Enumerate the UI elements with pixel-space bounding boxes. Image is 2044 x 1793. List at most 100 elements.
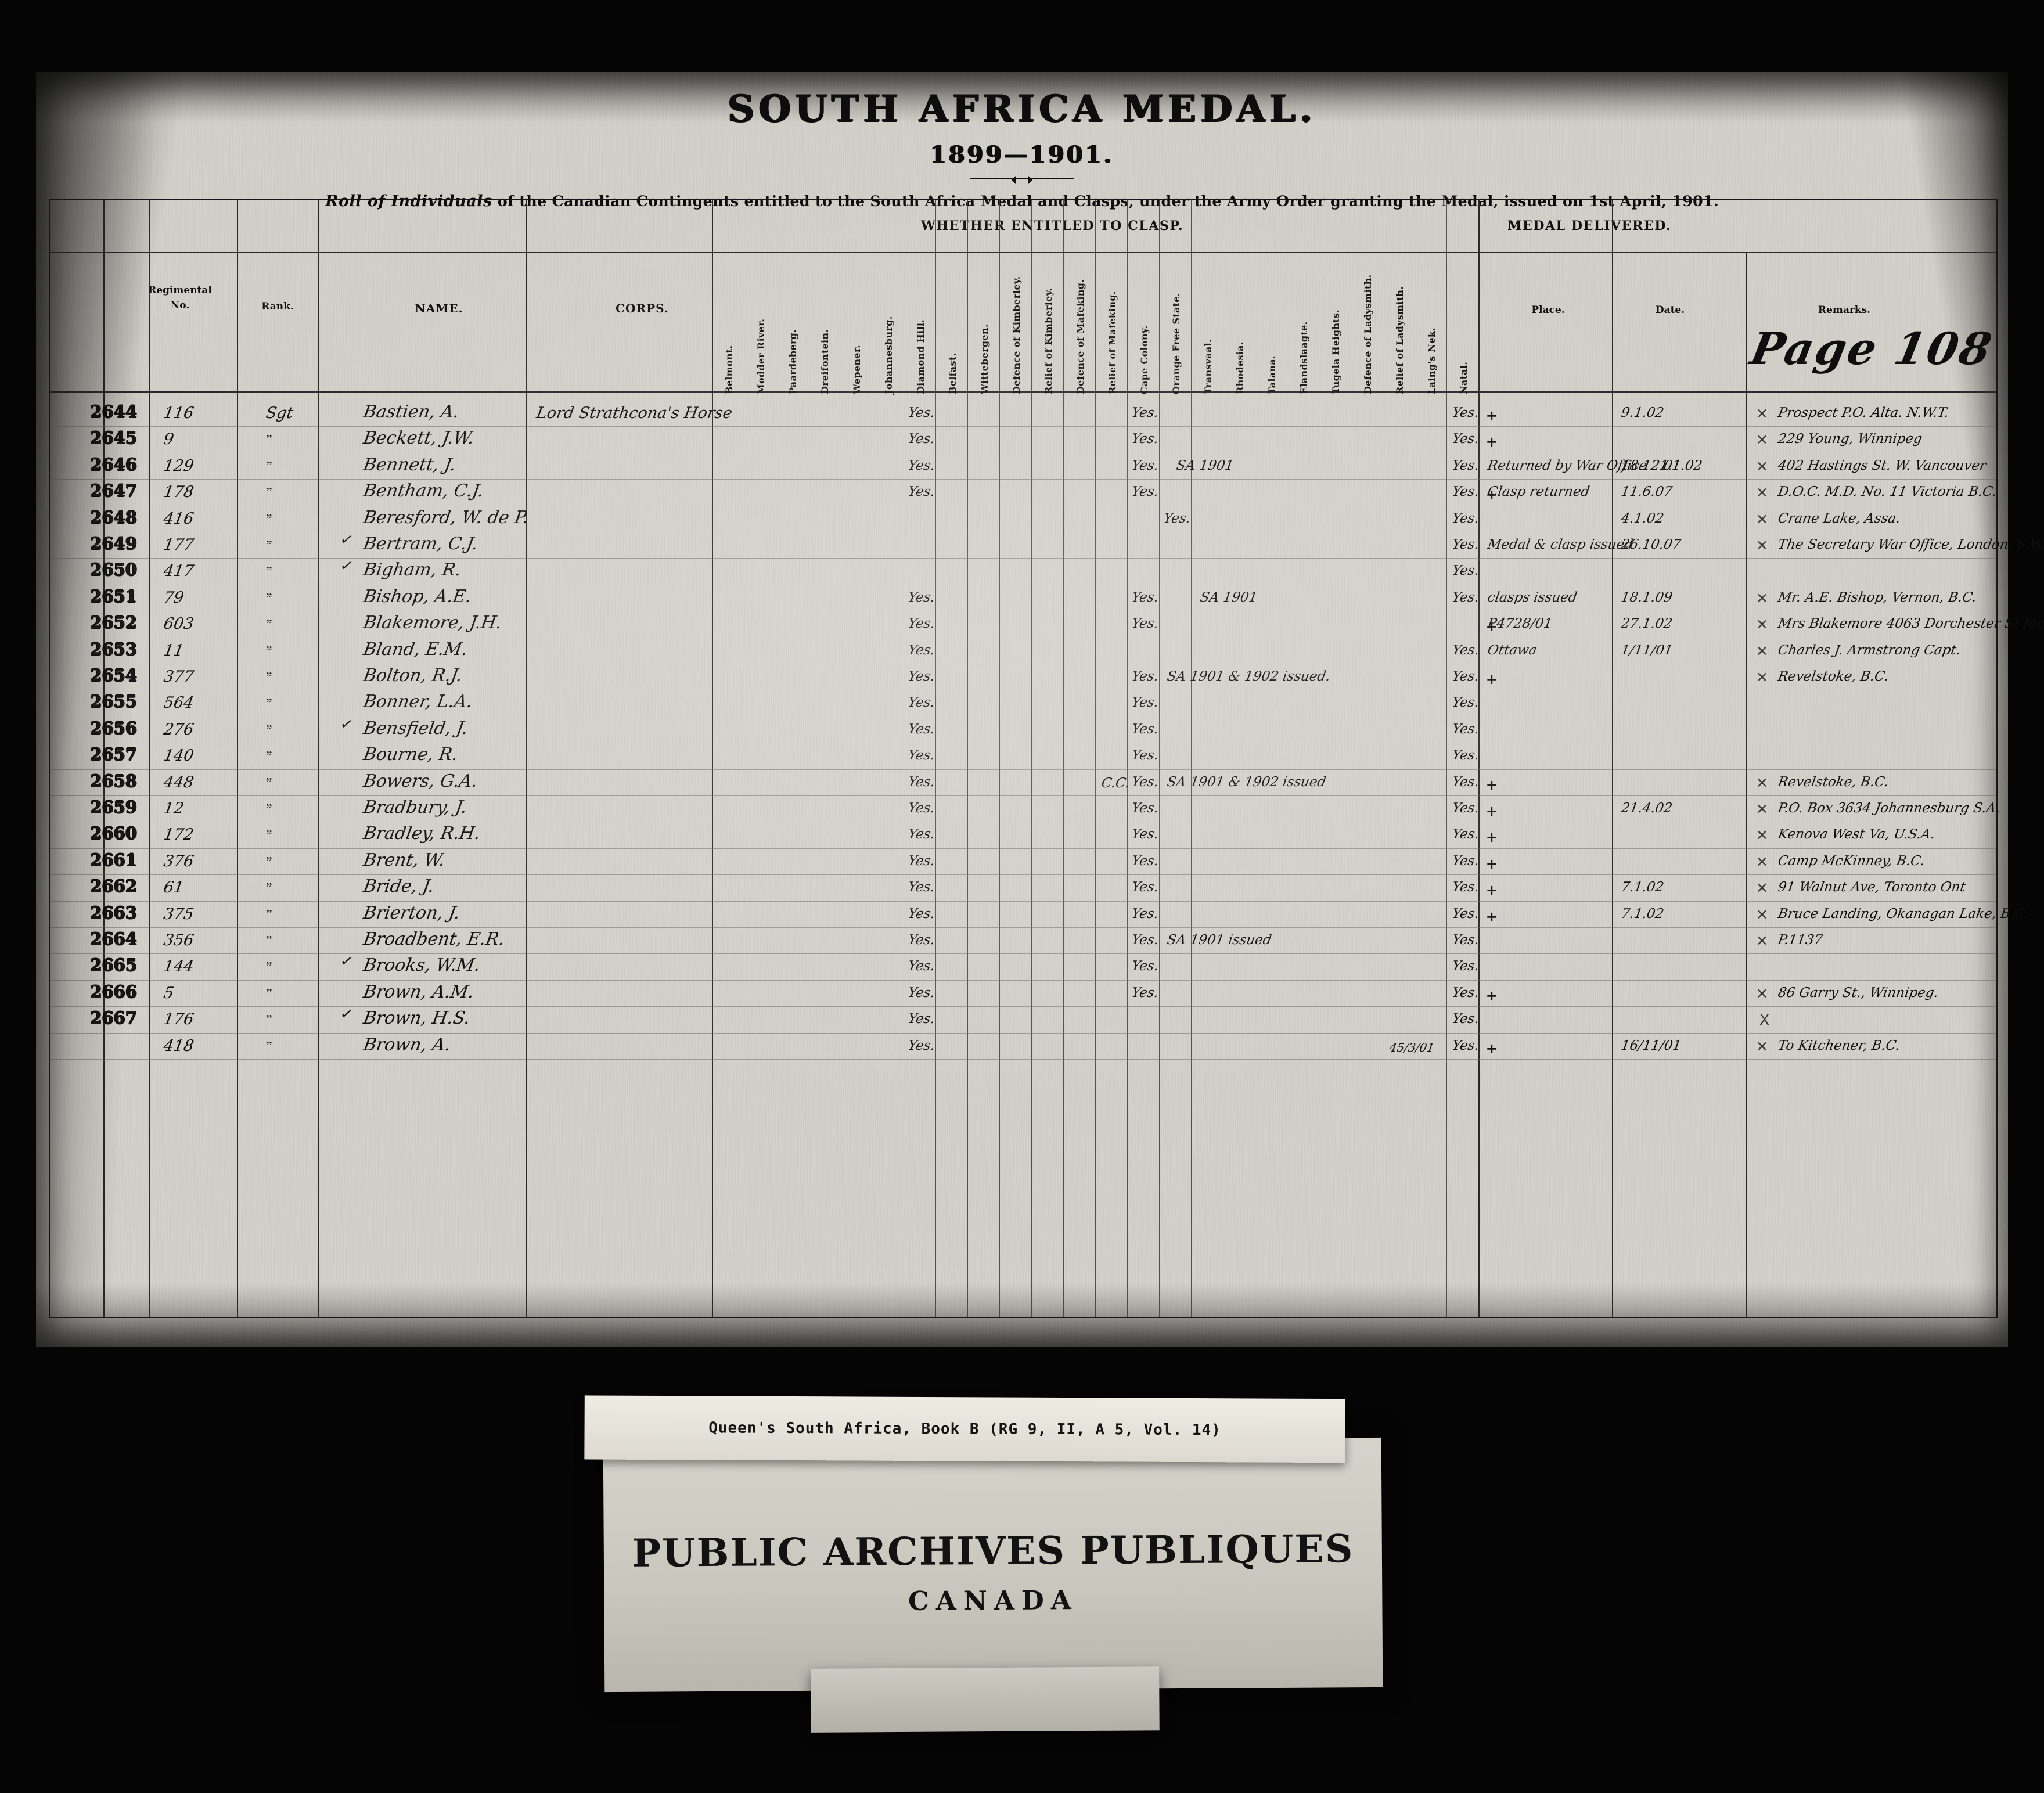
rank-cell: ” — [266, 749, 272, 765]
name-cell: Bastien, A. — [362, 402, 461, 422]
clasp-cape-colony-cell: Yes. — [1130, 669, 1160, 684]
page-number-annotation: Page 108 — [1746, 323, 1998, 375]
clasp-cape-colony-cell: Yes. — [1130, 880, 1160, 895]
regimental-number-cell: 603 — [162, 615, 196, 633]
remarks-cross-mark: ✕ — [1756, 774, 1768, 791]
clasp-diamond-hill-cell: Yes. — [906, 458, 936, 473]
clasp-natal-cell: Yes. — [1451, 721, 1480, 737]
regimental-number-cell: 375 — [162, 905, 196, 923]
regimental-number-cell: 5 — [162, 984, 175, 1002]
clasp-cape-colony-cell: Yes. — [1130, 827, 1160, 843]
rank-cell: ” — [266, 960, 272, 975]
serial-number: 2657 — [90, 744, 137, 765]
clasp-diamond-hill-cell: Yes. — [906, 616, 936, 632]
column-header-corps: CORPS. — [616, 301, 669, 315]
medal-date-cell: 1/11/01 — [1620, 642, 1674, 658]
column-header-date: Date. — [1655, 304, 1685, 316]
name-cell: Bradley, R.H. — [362, 823, 482, 844]
clasp-cape-colony-cell: Yes. — [1130, 721, 1160, 737]
archive-label: Queen's South Africa, Book B (RG 9, II, … — [584, 1395, 1383, 1733]
clasp-diamond-hill-cell: Yes. — [906, 827, 936, 843]
regimental-number-cell: 144 — [162, 957, 196, 976]
clasp-cape-colony-note: C.C. — [1100, 775, 1131, 791]
clasp-diamond-hill-cell: Yes. — [906, 589, 936, 605]
clasp-natal-cell: Yes. — [1451, 932, 1480, 948]
medal-place-cell: Clasp returned — [1486, 484, 1591, 500]
remarks-cross-mark: X — [1759, 1011, 1770, 1029]
column-header-regimental-no: Regimental No. — [148, 285, 212, 311]
clasp-natal-plus-mark: + — [1485, 987, 1498, 1004]
row-rule — [50, 795, 1996, 796]
remarks-cell: 91 Walnut Ave, Toronto Ont — [1776, 880, 1967, 895]
clasp-column-header: Natal. — [1458, 361, 1469, 394]
serial-number: 2666 — [90, 981, 137, 1002]
clasp-diamond-hill-cell: Yes. — [906, 748, 936, 764]
clasp-diamond-hill-cell: Yes. — [906, 1011, 936, 1027]
regimental-number-cell: 418 — [162, 1036, 196, 1055]
clasp-cape-colony-cell: Yes. — [1130, 695, 1160, 711]
clasp-column-header: Defence of Kimberley. — [1010, 276, 1022, 394]
remarks-cell: Prospect P.O. Alta. N.W.T. — [1776, 405, 1950, 420]
remarks-cell: To Kitchener, B.C. — [1776, 1038, 1901, 1053]
serial-number: 2654 — [90, 665, 137, 685]
remarks-cross-mark: ✕ — [1756, 589, 1768, 607]
clasp-diamond-hill-cell: Yes. — [906, 985, 936, 1000]
clasp-column-header: Dreifontein. — [819, 329, 830, 394]
clasp-natal-cell: Yes. — [1451, 669, 1480, 684]
clasp-natal-plus-mark: + — [1485, 618, 1498, 635]
clasp-column-header: Belfast. — [947, 352, 958, 394]
clasp-natal-cell: Yes. — [1451, 510, 1480, 526]
remarks-cross-mark: ✕ — [1756, 616, 1768, 633]
medal-place-cell: Medal & clasp issued — [1486, 537, 1635, 552]
name-cell: Brierton, J. — [362, 902, 462, 923]
clasp-cape-colony-cell: Yes. — [1130, 405, 1160, 420]
clasp-transvaal-note: SA 1901 — [1199, 589, 1258, 605]
medal-place-cell: P4728/01 — [1486, 616, 1554, 632]
regimental-number-cell: 377 — [162, 668, 196, 686]
name-cell: Brown, A. — [362, 1034, 452, 1055]
rank-cell: ” — [266, 485, 272, 501]
rank-cell: ” — [266, 1039, 272, 1054]
subtitle-lead: Roll of Individuals — [325, 192, 492, 210]
clasp-column-header: Diamond Hill. — [915, 319, 926, 394]
name-cell: Bowers, G.A. — [362, 771, 479, 791]
name-cell: Blakemore, J.H. — [362, 613, 503, 633]
clasp-natal-plus-mark: + — [1485, 434, 1498, 451]
clasp-natal-cell: Yes. — [1451, 405, 1480, 420]
regimental-number-cell: 12 — [162, 800, 185, 818]
remarks-cross-mark: ✕ — [1756, 827, 1768, 844]
remarks-cell: Mrs Blakemore 4063 Dorchester St Montrea… — [1776, 616, 2044, 632]
name-cell: Bolton, R.J. — [362, 665, 464, 686]
clasp-cape-colony-cell: Yes. — [1130, 748, 1160, 764]
regimental-number-cell: 178 — [162, 483, 196, 502]
remarks-cross-mark: ✕ — [1756, 801, 1768, 818]
rank-cell: ” — [266, 538, 272, 553]
clasp-natal-cell: Yes. — [1451, 827, 1480, 843]
name-cell: Bensfield, J. — [362, 718, 470, 739]
regimental-number-cell: 61 — [162, 879, 185, 897]
clasp-cape-colony-cell: Yes. — [1130, 484, 1160, 500]
page-title: SOUTH AFRICA MEDAL. — [727, 87, 1317, 131]
name-cell: Beckett, J.W. — [362, 428, 476, 449]
remarks-cell: D.O.C. M.D. No. 11 Victoria B.C. — [1776, 484, 1998, 500]
clasp-natal-cell: Yes. — [1451, 695, 1480, 711]
corps-cell: Lord Strathcona's Horse — [535, 404, 734, 422]
clasp-natal-cell: Yes. — [1451, 959, 1480, 974]
clasp-diamond-hill-cell: Yes. — [906, 959, 936, 974]
clasp-natal-cell: Yes. — [1451, 1011, 1480, 1027]
page-years: 1899—1901. — [930, 141, 1114, 168]
clasp-natal-plus-mark: + — [1485, 487, 1498, 503]
column-header-rank: Rank. — [261, 301, 294, 312]
remarks-cross-mark: ✕ — [1756, 484, 1768, 502]
remarks-cell: Revelstoke, B.C. — [1776, 774, 1890, 790]
clasp-column-header: Talana. — [1266, 355, 1278, 394]
grid-vline — [1063, 200, 1064, 1317]
grid-hline — [50, 391, 1996, 393]
medal-date-cell: 7.1.02 — [1620, 906, 1665, 921]
serial-number: 2663 — [90, 902, 137, 923]
serial-number: 2655 — [90, 692, 137, 712]
serial-number: 2656 — [90, 718, 137, 738]
clasp-natal-cell: Yes. — [1451, 774, 1480, 790]
regimental-number-cell: 79 — [162, 588, 185, 607]
regimental-number-cell: 116 — [162, 404, 196, 422]
